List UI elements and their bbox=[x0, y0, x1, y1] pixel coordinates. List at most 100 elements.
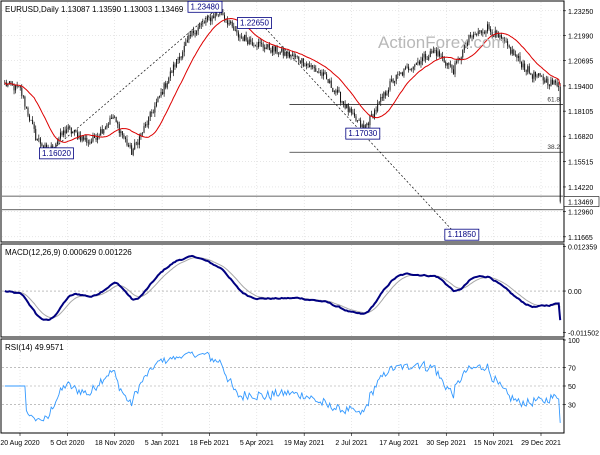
candle-body bbox=[431, 51, 433, 53]
candle-body bbox=[378, 101, 380, 104]
candle-body bbox=[457, 58, 459, 62]
current-price-box bbox=[563, 196, 600, 207]
candle-body bbox=[485, 31, 487, 34]
candle-body bbox=[95, 138, 97, 140]
candle-body bbox=[205, 20, 207, 23]
candle-body bbox=[476, 34, 478, 35]
candle-body bbox=[236, 29, 238, 33]
price-label-box bbox=[39, 147, 74, 160]
candle-body bbox=[168, 77, 170, 83]
candle-body bbox=[98, 135, 100, 137]
trendline bbox=[49, 6, 221, 153]
candle-body bbox=[197, 27, 199, 32]
macd-y-tick-label: 0.012359 bbox=[568, 245, 597, 252]
candle-body bbox=[117, 121, 119, 125]
price-y-tick-label: 1.18105 bbox=[568, 109, 593, 116]
candle-body bbox=[242, 37, 244, 41]
candle-body bbox=[538, 73, 540, 76]
candle-body bbox=[363, 124, 365, 128]
level-label: 38.2 bbox=[547, 144, 560, 151]
watermark: ActionForex.com bbox=[378, 33, 506, 52]
candle-body bbox=[166, 82, 168, 88]
candle-body bbox=[89, 142, 91, 144]
candle-body bbox=[230, 21, 232, 24]
candle-body bbox=[411, 69, 413, 70]
candle-body bbox=[395, 74, 397, 81]
candle-body bbox=[460, 57, 462, 61]
candle-body bbox=[189, 35, 191, 36]
candle-body bbox=[103, 129, 105, 134]
candle-body bbox=[302, 58, 304, 66]
candle-body bbox=[347, 104, 349, 112]
candle-body bbox=[448, 63, 450, 65]
candle-body bbox=[101, 129, 103, 134]
candle-body bbox=[18, 86, 20, 87]
candle-body bbox=[90, 141, 92, 144]
candle-body bbox=[123, 135, 125, 138]
candle-body bbox=[63, 130, 65, 135]
x-tick-label: 5 Jan 2021 bbox=[145, 440, 180, 447]
candle-body bbox=[406, 66, 408, 68]
candle-body bbox=[214, 13, 216, 19]
candle-body bbox=[56, 141, 58, 145]
candle-body bbox=[408, 66, 410, 71]
candle-body bbox=[361, 124, 363, 128]
candle-body bbox=[401, 72, 403, 76]
candle-body bbox=[259, 41, 261, 44]
candle-body bbox=[194, 32, 196, 35]
candle-body bbox=[350, 108, 352, 113]
candle-body bbox=[519, 56, 521, 62]
price-y-tick-label: 1.15515 bbox=[568, 160, 593, 167]
candle-body bbox=[118, 124, 120, 134]
candle-body bbox=[275, 46, 277, 52]
candle-body bbox=[370, 114, 372, 116]
rsi-y-tick-label: 70 bbox=[568, 366, 576, 373]
candle-body bbox=[32, 120, 34, 124]
candle-body bbox=[313, 66, 315, 69]
candle-body bbox=[352, 112, 354, 114]
candle-body bbox=[137, 142, 139, 145]
candle-body bbox=[346, 104, 348, 109]
candle-body bbox=[264, 47, 266, 50]
candle-body bbox=[233, 26, 235, 31]
x-tick-label: 20 Aug 2020 bbox=[0, 440, 39, 447]
candle-body bbox=[52, 145, 54, 150]
candle-body bbox=[135, 142, 137, 144]
candle-body bbox=[381, 97, 383, 99]
candle-body bbox=[61, 132, 63, 135]
candle-body bbox=[203, 22, 205, 24]
candle-body bbox=[134, 142, 136, 150]
candle-body bbox=[440, 56, 442, 57]
candle-body bbox=[169, 71, 171, 78]
candle-body bbox=[465, 44, 467, 47]
candle-body bbox=[124, 137, 126, 140]
candle-body bbox=[449, 64, 451, 66]
candle-body bbox=[182, 52, 184, 58]
candle-body bbox=[128, 145, 130, 147]
candle-body bbox=[400, 72, 402, 74]
level-label: 61.8 bbox=[547, 96, 560, 103]
candle-body bbox=[213, 16, 215, 19]
candle-body bbox=[13, 85, 15, 91]
candle-body bbox=[176, 58, 178, 67]
candle-body bbox=[149, 112, 151, 118]
candle-body bbox=[227, 20, 229, 25]
candle-body bbox=[288, 52, 290, 58]
candle-body bbox=[282, 48, 284, 56]
candle-body bbox=[310, 65, 312, 68]
candle-body bbox=[545, 78, 547, 83]
candle-body bbox=[206, 16, 208, 21]
candle-body bbox=[41, 143, 43, 147]
candle-body bbox=[253, 45, 255, 46]
candle-body bbox=[155, 101, 157, 107]
candle-body bbox=[491, 31, 493, 37]
candle-body bbox=[558, 86, 560, 88]
macd-panel-frame bbox=[0, 243, 565, 338]
candle-body bbox=[541, 75, 543, 77]
candle-body bbox=[138, 136, 140, 145]
candle-body bbox=[196, 31, 198, 35]
candle-body bbox=[434, 50, 436, 51]
candle-body bbox=[398, 73, 400, 75]
candle-body bbox=[120, 131, 122, 134]
candle-body bbox=[530, 73, 532, 75]
